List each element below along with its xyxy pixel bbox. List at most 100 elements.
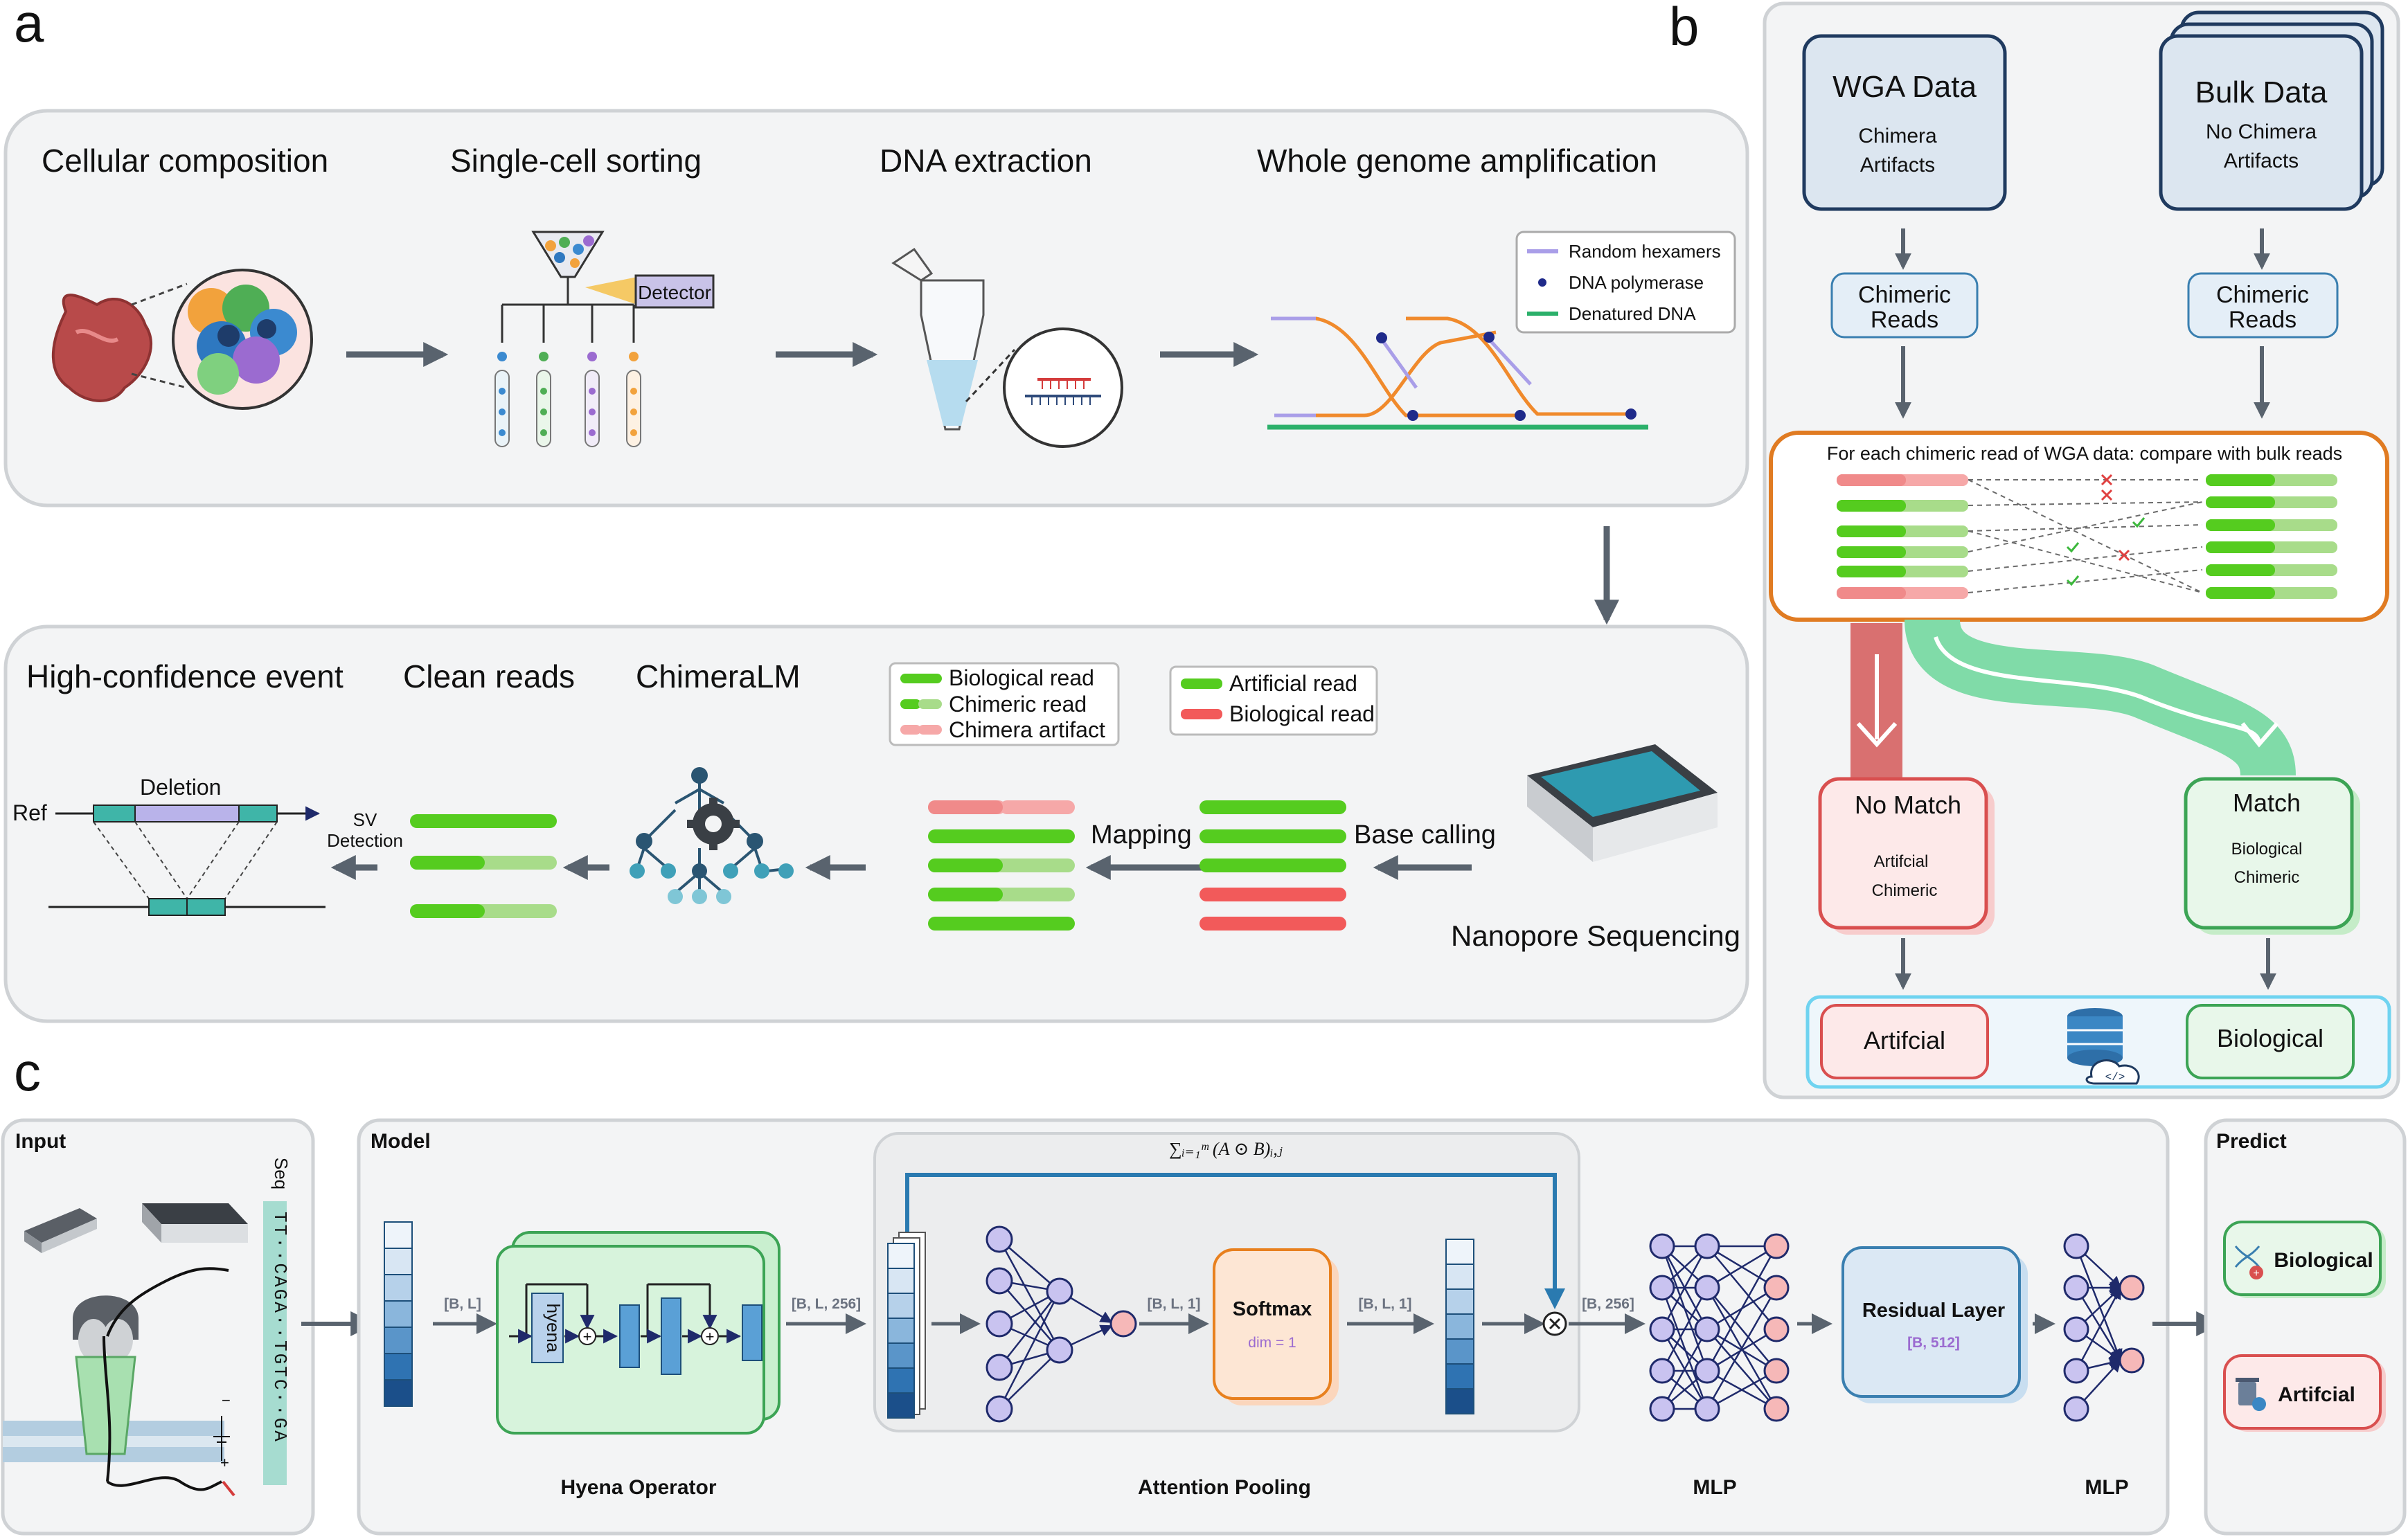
svg-text:+: +: [583, 1328, 592, 1345]
match-curve-head: [2240, 722, 2279, 748]
pred-biological: [2223, 1221, 2382, 1296]
label-deletion: Deletion: [140, 775, 221, 800]
label-hyena-operator: Hyena Operator: [560, 1476, 716, 1499]
compare-text: For each chimeric read of WGA data: comp…: [1827, 443, 2342, 464]
model-title: Model: [371, 1130, 431, 1153]
shape-bl1-a: [B, L, 1]: [1148, 1296, 1201, 1312]
pred-artificial-label: Artifcial: [2278, 1383, 2355, 1406]
chimeralm-tree-icon: [630, 767, 794, 904]
seq-label: Seq: [271, 1158, 292, 1189]
attention-weights-column: [1445, 1239, 1474, 1414]
sorter-illustration: Detector: [494, 231, 715, 447]
no-match-box: [1818, 777, 1988, 930]
predict-box: [2204, 1118, 2407, 1536]
pred-biological-label: Biological: [2274, 1249, 2373, 1272]
wga-data-box: [1802, 34, 2007, 211]
label-base-calling: Base calling: [1354, 820, 1496, 850]
label-mlp-1: MLP: [1693, 1476, 1736, 1499]
chimeric-reads-wga-2: Reads: [1871, 307, 1938, 333]
attention-formula: ∑ᵢ₌₁ᵐ (A ⊙ B)ᵢ,ⱼ: [1169, 1139, 1283, 1159]
plus-icon-1: [578, 1327, 596, 1345]
hyena-block-bar-2: [661, 1297, 681, 1375]
plus-icon-2: [701, 1327, 719, 1345]
bulk-data-title: Bulk Data: [2195, 75, 2328, 109]
compare-reads: [1837, 474, 2337, 599]
legend-artificial-read: Artificial read: [1229, 671, 1357, 696]
no-match-sub-1: Artifcial: [1874, 852, 1929, 871]
svg-text:+: +: [706, 1328, 715, 1345]
no-match-sub-2: Chimeric: [1872, 881, 1938, 900]
nanopore-membrane-icon: − +: [3, 1267, 235, 1497]
dna-icon: +: [2234, 1246, 2263, 1279]
match-title: Match: [2233, 789, 2301, 817]
hyena-block-bar-3: [742, 1304, 762, 1361]
input-title: Input: [15, 1130, 66, 1153]
shape-bl: [B, L]: [444, 1296, 481, 1312]
sequencer-devices-icon: [24, 1203, 248, 1253]
match-box: [2184, 777, 2354, 930]
svg-text:+: +: [220, 1454, 229, 1471]
trash-icon: [2236, 1378, 2266, 1411]
residual-label: Residual Layer: [1862, 1300, 2005, 1322]
panel-a-top-box: [3, 109, 1749, 507]
hyena-label-box: [531, 1293, 564, 1363]
legend-random-hexamers: Random hexamers: [1569, 241, 1721, 262]
attention-network: [986, 1225, 1137, 1423]
read-legend-1: Biological read Chimeric read Chimera ar…: [889, 662, 1120, 746]
chimeric-reads-bulk-1: Chimeric: [2216, 282, 2309, 308]
embedding-column: [384, 1221, 413, 1407]
wga-illustration: Random hexamers DNA polymerase Denatured…: [1267, 231, 1736, 430]
match-curve-line: [1934, 636, 2261, 745]
chimeric-reads-bulk-2: Reads: [2229, 307, 2296, 333]
nanopore-device-illustration: [1527, 744, 1718, 862]
label-detection: Detection: [327, 830, 403, 851]
tissue-illustration: [51, 269, 313, 410]
match-sub-2: Chimeric: [2234, 868, 2300, 887]
wga-data-sub-1: Chimera: [1858, 125, 1937, 147]
svg-text:−: −: [222, 1392, 231, 1409]
legend-chimeric-read: Chimeric read: [949, 692, 1087, 717]
mlp-2-network: [2063, 1233, 2145, 1422]
detector-label: Detector: [638, 282, 711, 303]
softmax-dim: dim = 1: [1248, 1335, 1296, 1351]
svg-text:</>: </>: [2105, 1071, 2125, 1084]
softmax-label: Softmax: [1233, 1298, 1312, 1320]
clean-reads: [410, 814, 557, 918]
label-mapping: Mapping: [1091, 820, 1192, 850]
output-artificial: [1820, 1004, 1989, 1079]
step-clean-reads: Clean reads: [403, 658, 575, 694]
label-attention-pooling: Attention Pooling: [1138, 1476, 1311, 1499]
residual-shape: [B, 512]: [1907, 1335, 1960, 1351]
read-legend-2: Artificial read Biological read: [1169, 665, 1378, 736]
wga-data-sub-2: Artifacts: [1860, 154, 1935, 177]
match-sub-1: Biological: [2231, 840, 2303, 859]
hyena-internals: [509, 1283, 742, 1344]
step-dna-extraction: DNA extraction: [880, 143, 1092, 179]
feature-map-stack: [887, 1232, 926, 1419]
legend-dna-polymerase: DNA polymerase: [1569, 272, 1704, 293]
shape-bl1-b: [B, L, 1]: [1359, 1296, 1412, 1312]
chimeric-reads-bulk: [2187, 272, 2339, 339]
output-biological-label: Biological: [2217, 1024, 2324, 1052]
shape-bl256: [B, L, 256]: [792, 1296, 861, 1312]
shape-b256: [B, 256]: [1582, 1296, 1634, 1312]
label-nanopore-sequencing: Nanopore Sequencing: [1451, 919, 1740, 952]
hyena-label: hyena: [543, 1304, 564, 1353]
step-whole-genome-amplification: Whole genome amplification: [1257, 143, 1657, 179]
softmax-box: [1213, 1248, 1332, 1400]
panel-label-b: b: [1669, 0, 1699, 57]
label-ref: Ref: [12, 800, 47, 825]
wga-data-title: WGA Data: [1832, 70, 1977, 104]
sequence-strip: Seq TT··CAGA··TGTC··GA: [263, 1158, 292, 1485]
step-single-cell-sorting: Single-cell sorting: [450, 143, 702, 179]
extraction-tube-illustration: [891, 247, 1123, 448]
step-chimeralm: ChimeraLM: [636, 658, 801, 694]
output-artificial-label: Artifcial: [1864, 1026, 1945, 1054]
chimeric-reads-wga-1: Chimeric: [1858, 282, 1951, 308]
legend-chimera-artifact: Chimera artifact: [949, 717, 1105, 742]
bulk-data-sub-1: No Chimera: [2206, 120, 2317, 143]
no-match-title: No Match: [1855, 791, 1961, 819]
legend-biological-read-2: Biological read: [1229, 701, 1375, 726]
label-sv: SV: [353, 809, 377, 830]
